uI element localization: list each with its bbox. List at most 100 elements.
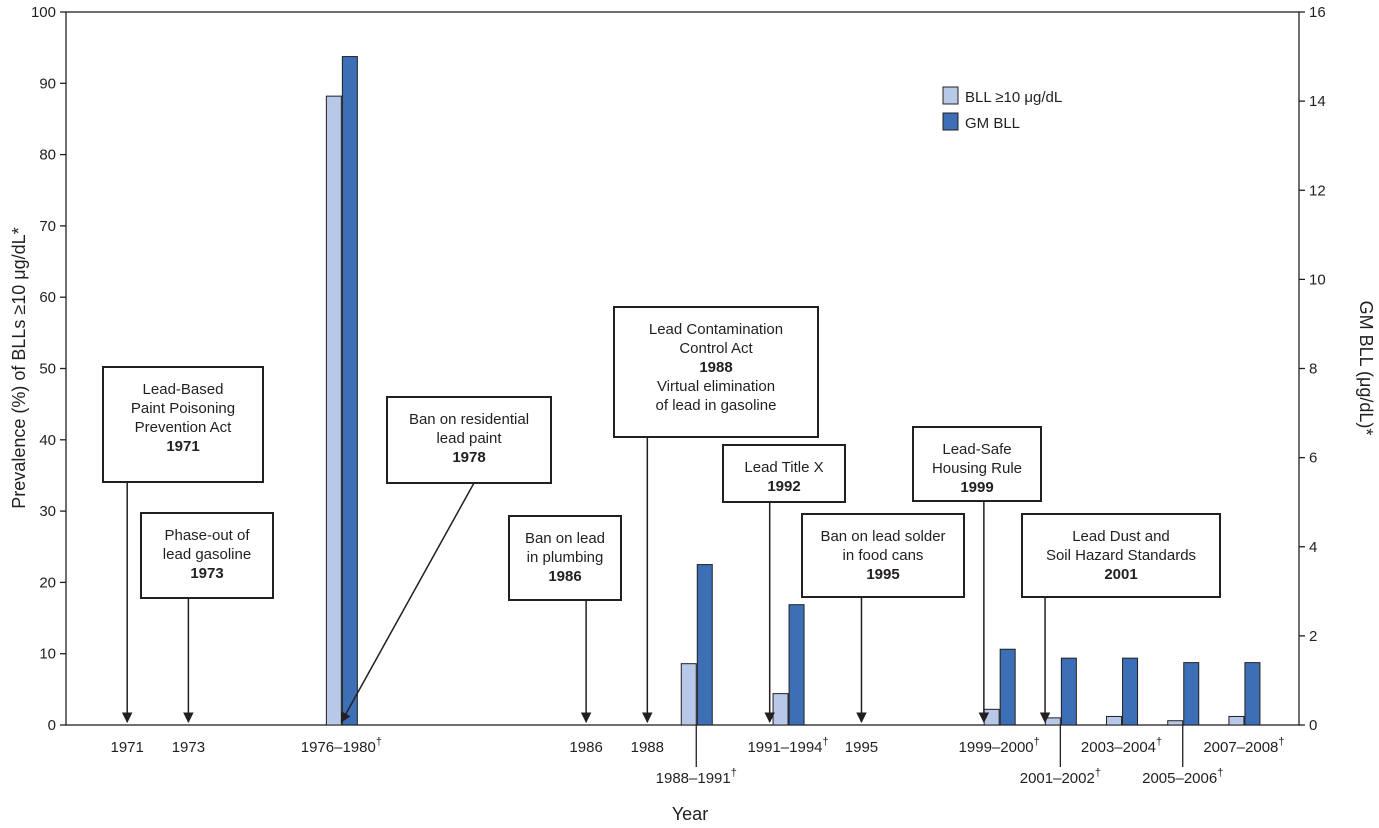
annotation-box-solder	[801, 513, 965, 598]
y2-tick-label: 4	[1309, 539, 1317, 556]
bar-prevalence	[1106, 715, 1123, 726]
annotation-year: 1988	[699, 359, 732, 376]
annotation-year: 1973	[190, 565, 223, 582]
annotations: Lead-Based Paint Poisoning Prevention Act 1…	[102, 306, 1221, 724]
annotation-text: Lead Dust and	[1072, 528, 1170, 545]
annotation-text: in plumbing	[527, 549, 604, 566]
bar-prevalence	[1044, 717, 1061, 726]
y-tick-label: 100	[31, 4, 56, 21]
y2-tick-label: 10	[1309, 271, 1326, 288]
year-tick-label: 1971	[111, 739, 144, 756]
annotation-text: Control Act	[679, 340, 753, 357]
bar-gm	[341, 56, 358, 726]
period-marker: †	[731, 767, 737, 779]
annotation-text: Ban on lead	[525, 530, 605, 547]
y-tick-label: 20	[39, 574, 56, 591]
bar-gm	[999, 648, 1016, 726]
y-tick-label: 40	[39, 432, 56, 449]
y2-tick-label: 16	[1309, 4, 1326, 21]
annotation-text: Ban on residential	[409, 411, 529, 428]
annotation-year: 1971	[166, 438, 199, 455]
bar-prevalence	[983, 708, 1000, 726]
y2-tick-label: 2	[1309, 628, 1317, 645]
annotation-box-phaseout	[140, 512, 274, 599]
annotation-text: Lead Title X	[744, 459, 823, 476]
bar-prevalence	[325, 95, 342, 726]
period-label: 1976–1980†	[301, 736, 382, 756]
legend-label-prevalence: BLL ≥10 μg/dL	[965, 89, 1062, 106]
period-label: 2005–2006†	[1142, 767, 1223, 787]
legend: BLL ≥10 μg/dL GM BLL	[942, 86, 1062, 132]
y-tick-label: 80	[39, 147, 56, 164]
year-tick-label: 1995	[845, 739, 878, 756]
axis-ticks: 0 10 20 30 40 50 60 70 80 90 100 0 2 4 6 8 10 12 14 16	[31, 4, 1326, 734]
annotation-box-lcca	[613, 306, 819, 438]
annotation-text: Lead Contamination	[649, 321, 783, 338]
period-marker: †	[1217, 767, 1223, 779]
y2-axis-title: GM BLL (μg/dL)*	[1356, 301, 1376, 436]
annotation-box-titlex	[722, 444, 846, 503]
annotation-text: in food cans	[843, 547, 924, 564]
annotation-year: 1999	[960, 479, 993, 496]
annotation-year: 1986	[548, 568, 581, 585]
bar-prevalence	[1228, 715, 1245, 726]
y-axis-title: Prevalence (%) of BLLs ≥10 μg/dL*	[9, 227, 29, 508]
period-marker: †	[376, 736, 382, 748]
annotation-text: Paint Poisoning	[131, 400, 235, 417]
period-label: 1991–1994†	[747, 736, 828, 756]
annotation-year: 1992	[767, 478, 800, 495]
period-marker: †	[1034, 736, 1040, 748]
y-tick-label: 60	[39, 289, 56, 306]
legend-label-gm: GM BLL	[965, 115, 1020, 132]
bar-prevalence	[680, 663, 697, 726]
y-tick-label: 30	[39, 503, 56, 520]
period-label: 1999–2000†	[959, 736, 1040, 756]
bar-gm	[1060, 657, 1077, 726]
x-axis-title: Year	[672, 804, 708, 824]
annotation-box-lbppa	[102, 366, 264, 483]
year-tick-label: 1988	[631, 739, 664, 756]
bar-prevalence	[1167, 720, 1184, 726]
annotation-text: lead gasoline	[163, 546, 251, 563]
annotation-text: lead paint	[436, 430, 502, 447]
annotation-text: Housing Rule	[932, 460, 1022, 477]
year-tick-label: 1973	[172, 739, 205, 756]
annotation-text: Prevention Act	[135, 419, 233, 436]
y-tick-label: 0	[48, 717, 56, 734]
period-marker: †	[1278, 736, 1284, 748]
y2-tick-label: 0	[1309, 717, 1317, 734]
annotation-year: 1978	[452, 449, 485, 466]
period-label: 2003–2004†	[1081, 736, 1162, 756]
x-tick-labels: 1976–1980† 1988–1991† 1991–1994† 1999–2000†…	[111, 725, 1285, 787]
y-tick-label: 10	[39, 646, 56, 663]
period-label: 2001–2002†	[1020, 767, 1101, 787]
annotation-box-plumbing	[508, 515, 622, 601]
y-tick-label: 70	[39, 218, 56, 235]
bar-gm	[788, 604, 805, 726]
annotation-year: 1995	[866, 566, 899, 583]
bar-gm	[1183, 662, 1200, 726]
annotation-text: of lead in gasoline	[656, 397, 777, 414]
period-marker: †	[1156, 736, 1162, 748]
annotation-text: Phase-out of	[164, 527, 250, 544]
bars	[325, 56, 1261, 726]
period-label: 2007–2008†	[1203, 736, 1284, 756]
annotation-box-paint-ban	[386, 396, 552, 484]
bar-gm	[696, 564, 713, 726]
annotation-year: 2001	[1104, 566, 1137, 583]
annotation-text: Lead-Safe	[942, 441, 1011, 458]
y2-tick-label: 6	[1309, 450, 1317, 467]
bar-prevalence	[772, 693, 789, 726]
y2-tick-label: 12	[1309, 182, 1326, 199]
annotation-text: Ban on lead solder	[820, 528, 945, 545]
y-tick-label: 50	[39, 361, 56, 378]
annotation-text: Virtual elimination	[657, 378, 775, 395]
annotation-arrow-paint-ban	[340, 482, 475, 723]
period-marker: †	[823, 736, 829, 748]
y-tick-label: 90	[39, 75, 56, 92]
bar-gm	[1122, 657, 1139, 726]
legend-swatch-gm	[942, 112, 959, 131]
period-marker: †	[1095, 767, 1101, 779]
y2-tick-label: 8	[1309, 361, 1317, 378]
